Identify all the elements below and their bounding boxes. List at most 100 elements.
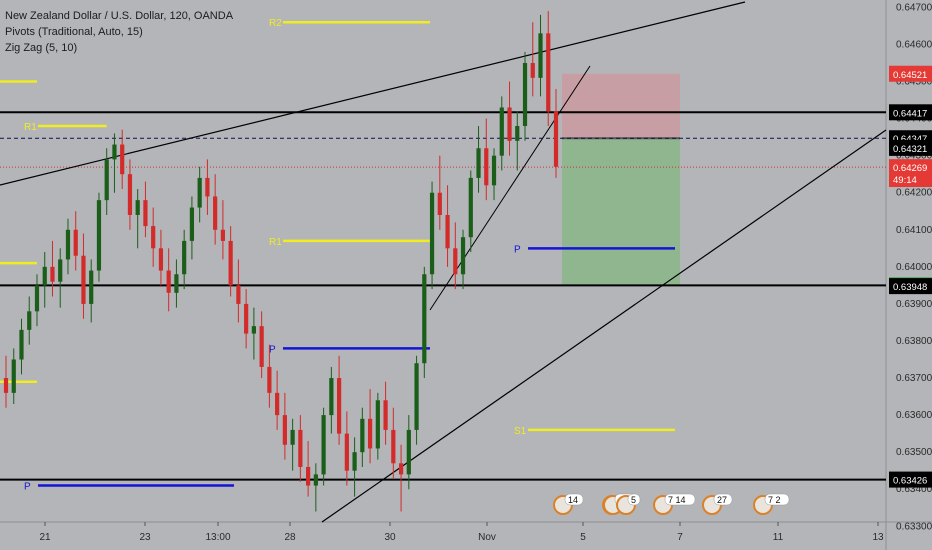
price-tag (889, 278, 932, 295)
price-tick-label: 0.64100 (896, 225, 932, 236)
candle-body (166, 270, 171, 293)
price-tag-label: 0.64521 (893, 70, 927, 81)
price-tag (889, 65, 932, 82)
time-tick-label: Nov (478, 532, 496, 543)
pivot-label: P (269, 344, 276, 355)
candle-body (344, 433, 349, 471)
candle-body (267, 366, 272, 393)
candle-body (445, 214, 450, 249)
event-bubble: 7 2 (753, 493, 790, 515)
candle-body (375, 400, 380, 449)
candle-body (73, 229, 78, 256)
candle-body (484, 148, 489, 186)
stop-loss-zone (562, 73, 680, 139)
event-count-badge (627, 493, 641, 506)
candle-body (213, 196, 218, 230)
candle-body (112, 144, 117, 160)
candle-body (81, 255, 86, 304)
event-count-badge (564, 493, 584, 506)
candle-body (468, 177, 473, 238)
price-tick-label: 0.64600 (896, 39, 932, 50)
time-tick-label: 13:00 (205, 532, 230, 543)
candle-body (515, 126, 520, 141)
pivot-levels: R2 R1 R1 P P S1 P (0, 18, 675, 493)
price-tag (889, 104, 932, 121)
candle-body (104, 159, 109, 201)
candle-body (19, 329, 24, 360)
candle-body (499, 107, 504, 156)
candle-body (96, 200, 102, 271)
candle-body (220, 229, 226, 241)
pivots-indicator-label[interactable]: Pivots (Traditional, Auto, 15) (5, 26, 143, 38)
price-tick-label: 0.64700 (896, 2, 932, 13)
candle-body (127, 174, 133, 215)
position-zones[interactable] (562, 73, 680, 286)
pivot-label: P (24, 482, 31, 493)
candle-body (65, 229, 71, 260)
candle-body (259, 326, 264, 367)
price-tag-label: 0.63948 (893, 282, 927, 293)
event-count: 27 (717, 495, 727, 505)
candle-body (398, 463, 404, 475)
candle-body (58, 259, 63, 282)
candle-body (290, 429, 295, 445)
pivot-label: S1 (514, 426, 527, 437)
candle-body (546, 33, 551, 112)
time-tick-label: 5 (580, 532, 586, 543)
price-tag-label: 0.64347 (893, 134, 927, 145)
event-count: 14 (568, 495, 578, 505)
candle-body (197, 177, 202, 208)
price-tag-label: 0.63426 (893, 476, 927, 487)
time-tick-label: 13 (872, 532, 884, 543)
candle-body (228, 240, 233, 286)
price-tag (889, 139, 932, 156)
event-count: 7 14 (668, 495, 686, 505)
candle-body (360, 418, 365, 453)
candle-body (491, 155, 497, 186)
event-count: 5 (631, 495, 636, 505)
candle-body (275, 392, 280, 416)
time-tick-label: 7 (677, 532, 683, 543)
symbol-title[interactable]: New Zealand Dollar / U.S. Dollar, 120, O… (5, 10, 234, 22)
candle-body (251, 326, 256, 334)
candle-body (367, 418, 373, 449)
price-tag (889, 171, 932, 188)
time-tick-label: 21 (39, 532, 51, 543)
time-tick-label: 28 (284, 532, 296, 543)
candle-body (11, 359, 16, 393)
time-axis[interactable]: 21 23 13:00 28 30 Nov 5 7 11 13 (39, 522, 884, 543)
candle-body (414, 363, 419, 430)
price-tick-label: 0.63900 (896, 299, 932, 310)
candle-body (321, 415, 326, 475)
candle-body (42, 266, 47, 286)
price-tick-label: 0.63600 (896, 410, 932, 421)
take-profit-zone (562, 138, 680, 286)
horizontal-lines[interactable] (0, 111, 886, 481)
chart-legend: New Zealand Dollar / U.S. Dollar, 120, O… (5, 8, 233, 56)
price-tick-label: 0.64500 (896, 77, 932, 88)
candle-body (182, 240, 187, 275)
price-tick-label: 0.63500 (896, 447, 932, 458)
event-count-badge (764, 493, 790, 506)
time-tick-label: 30 (384, 532, 396, 543)
candle-body (158, 248, 164, 271)
candle-body (3, 378, 9, 393)
price-tick-label: 0.63400 (896, 484, 932, 495)
candle-body (89, 270, 94, 304)
pivot-label: R1 (24, 122, 37, 133)
zigzag-indicator-label[interactable]: Zig Zag (5, 10) (5, 42, 78, 54)
event-bubble: 14 (553, 493, 584, 515)
event-count: 7 2 (768, 495, 781, 505)
candle-body (306, 466, 311, 486)
price-tick-label: 0.63800 (896, 336, 932, 347)
price-axis[interactable]: 0.647000.646000.645000.644000.643000.642… (889, 2, 932, 532)
candle-body (391, 429, 396, 464)
candle-body (34, 285, 40, 312)
candle-body (236, 285, 241, 304)
candle-body (313, 474, 318, 486)
price-tick-label: 0.63700 (896, 373, 932, 384)
candle-body (437, 192, 442, 215)
candle-body (282, 415, 287, 445)
